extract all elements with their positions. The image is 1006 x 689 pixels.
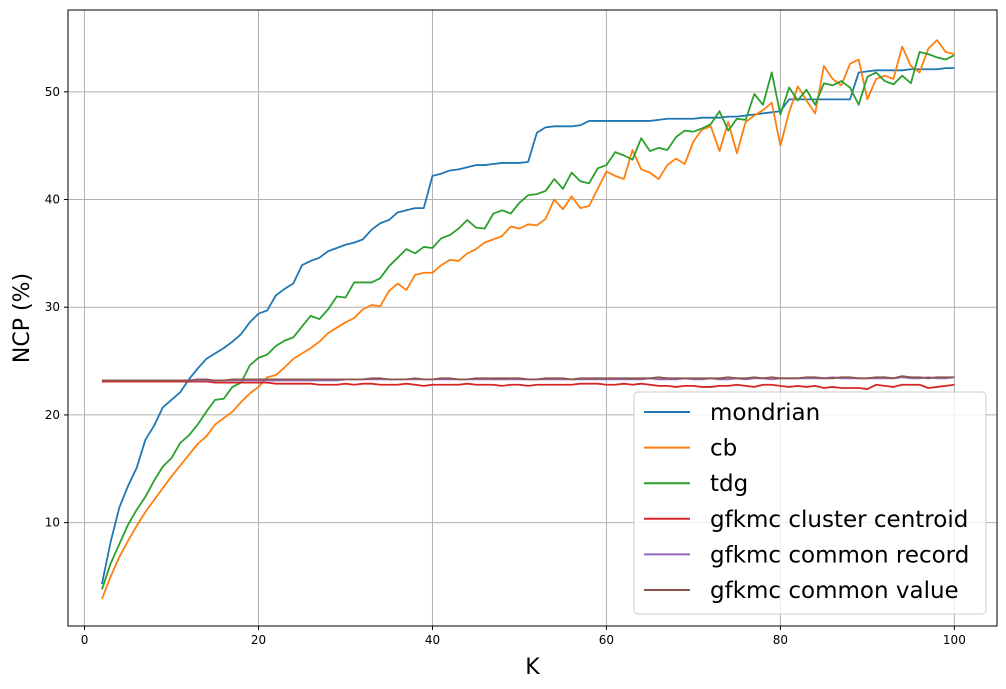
x-axis-label: K	[525, 655, 540, 680]
legend-label: gfkmc common value	[710, 578, 959, 604]
y-tick-label: 10	[45, 516, 60, 530]
legend-label: mondrian	[710, 400, 820, 426]
x-tick-label: 0	[81, 633, 89, 647]
x-tick-label: 60	[599, 633, 614, 647]
y-tick-label: 40	[45, 193, 60, 207]
series-lines	[101, 39, 955, 600]
x-tick-label: 40	[425, 633, 440, 647]
legend-label: tdg	[710, 471, 748, 497]
y-axis-label: NCP (%)	[10, 273, 35, 363]
legend-label: gfkmc cluster centroid	[710, 507, 968, 533]
series-line-tdg	[101, 51, 955, 590]
axis-ticks: 0 20 40 60 80 100 10 20 30 40 50	[45, 85, 966, 647]
y-tick-label: 50	[45, 85, 60, 99]
series-line-gfkmc-common-value	[101, 375, 955, 382]
legend-label: gfkmc common record	[710, 542, 969, 568]
legend-box	[633, 391, 987, 615]
y-tick-label: 20	[45, 408, 60, 422]
legend-label: cb	[710, 436, 737, 462]
x-tick-label: 80	[773, 633, 788, 647]
y-tick-label: 30	[45, 300, 60, 314]
series-line-cb	[101, 39, 955, 600]
legend: mondrian cb tdg gfkmc cluster centroid gfkmc…	[633, 391, 987, 615]
x-tick-label: 100	[943, 633, 966, 647]
series-line-gfkmc-cluster-centroid	[101, 380, 955, 390]
x-tick-label: 20	[251, 633, 266, 647]
grid	[68, 10, 997, 626]
plot-frame	[67, 9, 998, 627]
